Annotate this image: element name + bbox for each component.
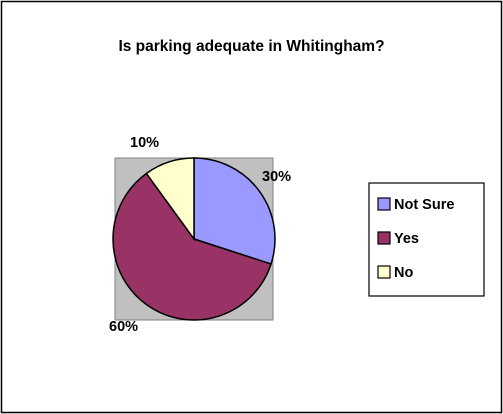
legend-swatch-yes — [377, 231, 391, 245]
legend-swatch-not-sure — [377, 197, 391, 211]
legend-label-no: No — [394, 265, 413, 281]
pie-slice-not-sure — [193, 157, 276, 265]
pie-slice-no — [145, 157, 195, 242]
legend-swatch-no — [377, 265, 391, 279]
data-label-no: 10% — [130, 135, 159, 151]
data-label-not-sure: 30% — [262, 169, 291, 185]
legend-label-yes: Yes — [394, 231, 419, 247]
data-label-yes: 60% — [109, 319, 138, 335]
data-labels: 30% 60% 10% — [109, 135, 291, 335]
chart-title: Is parking adequate in Whitingham? — [118, 38, 385, 55]
legend: Not Sure Yes No — [368, 182, 485, 297]
pie-slices — [112, 157, 276, 321]
legend-label-not-sure: Not Sure — [394, 197, 454, 213]
pie-slice-yes — [112, 172, 272, 321]
